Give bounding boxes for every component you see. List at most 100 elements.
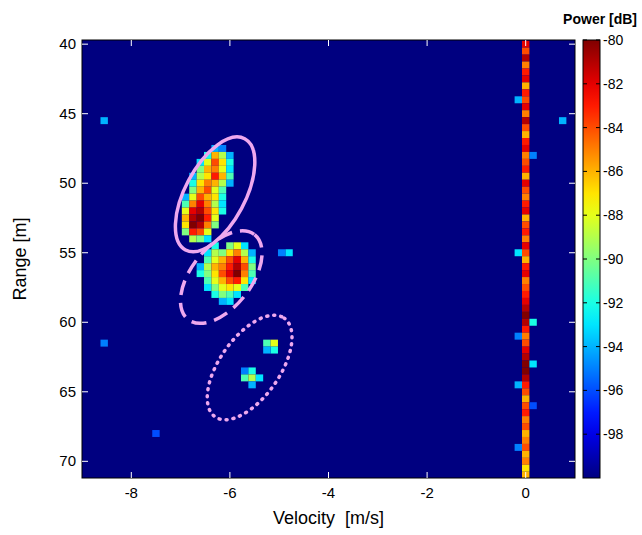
heat-cell bbox=[219, 194, 226, 201]
heat-cell bbox=[522, 62, 529, 69]
y-tick-label: 60 bbox=[59, 313, 76, 330]
heat-cell bbox=[197, 180, 204, 187]
heat-cell bbox=[529, 402, 536, 409]
y-tick bbox=[82, 252, 88, 253]
heat-cell bbox=[211, 152, 218, 159]
colorbar-title: Power [dB] bbox=[563, 11, 637, 27]
heat-cell bbox=[204, 215, 211, 222]
heat-cell bbox=[211, 256, 218, 263]
heat-cell bbox=[197, 235, 204, 242]
heat-cell bbox=[219, 145, 226, 152]
heat-cell bbox=[256, 374, 263, 381]
heat-cell bbox=[100, 340, 107, 347]
heat-cell bbox=[522, 180, 529, 187]
heat-cell bbox=[515, 444, 522, 451]
colorbar-tick-label: -84 bbox=[603, 120, 623, 136]
heat-cell bbox=[522, 423, 529, 430]
y-tick-label: 45 bbox=[59, 105, 76, 122]
heat-cell bbox=[515, 333, 522, 340]
heat-cell bbox=[522, 256, 529, 263]
heat-cell bbox=[241, 374, 248, 381]
heat-cell bbox=[189, 201, 196, 208]
heat-cell bbox=[152, 430, 159, 437]
heat-cell bbox=[204, 221, 211, 228]
heat-cell bbox=[204, 284, 211, 291]
colorbar bbox=[583, 40, 600, 478]
heat-cell bbox=[197, 221, 204, 228]
y-tick-label: 50 bbox=[59, 174, 76, 191]
heat-cell bbox=[219, 173, 226, 180]
heat-cell bbox=[522, 298, 529, 305]
heat-cell bbox=[522, 96, 529, 103]
heat-cell bbox=[182, 221, 189, 228]
heat-cell bbox=[522, 152, 529, 159]
heat-cell bbox=[226, 291, 233, 298]
x-tick bbox=[328, 472, 329, 478]
heat-cell bbox=[204, 159, 211, 166]
heat-cell bbox=[241, 256, 248, 263]
heat-cell bbox=[522, 367, 529, 374]
heat-cell bbox=[522, 131, 529, 138]
colorbar-tick-label: -96 bbox=[603, 382, 623, 398]
heat-cell bbox=[226, 159, 233, 166]
heat-cell bbox=[263, 340, 270, 347]
heat-cell bbox=[197, 201, 204, 208]
heat-cell bbox=[226, 263, 233, 270]
heat-cell bbox=[189, 221, 196, 228]
heat-cell bbox=[522, 354, 529, 361]
chart: -8-6-4-2040455055606570Velocity [m/s]Ran… bbox=[0, 0, 642, 535]
heat-cell bbox=[204, 277, 211, 284]
colorbar-tick bbox=[583, 83, 587, 84]
heat-cell bbox=[522, 110, 529, 117]
heat-cell bbox=[189, 215, 196, 222]
heat-cell bbox=[522, 221, 529, 228]
heat-cell bbox=[204, 166, 211, 173]
heat-cell bbox=[522, 194, 529, 201]
heat-cell bbox=[211, 201, 218, 208]
heat-cell bbox=[204, 228, 211, 235]
heat-cell bbox=[219, 187, 226, 194]
heat-cell bbox=[522, 75, 529, 82]
x-axis-title: Velocity [m/s] bbox=[273, 508, 384, 528]
heat-cell bbox=[515, 249, 522, 256]
colorbar-tick bbox=[596, 259, 600, 260]
y-tick-right bbox=[569, 183, 575, 184]
heat-cell bbox=[522, 55, 529, 62]
x-tick-label: -8 bbox=[125, 484, 138, 501]
heat-cell bbox=[219, 180, 226, 187]
heat-cell bbox=[522, 326, 529, 333]
heat-cell bbox=[226, 180, 233, 187]
heat-cell bbox=[182, 228, 189, 235]
heat-cell bbox=[234, 242, 241, 249]
colorbar-tick bbox=[583, 434, 587, 435]
heat-cell bbox=[211, 263, 218, 270]
heat-cell bbox=[211, 187, 218, 194]
heat-cell bbox=[522, 444, 529, 451]
heat-cell bbox=[522, 277, 529, 284]
heat-cell bbox=[285, 249, 292, 256]
heat-cell bbox=[197, 187, 204, 194]
heat-cell bbox=[559, 117, 566, 124]
heat-cell bbox=[211, 284, 218, 291]
colorbar-tick bbox=[583, 40, 587, 41]
heat-cell bbox=[189, 228, 196, 235]
y-tick-right bbox=[569, 252, 575, 253]
ellipse-annotation bbox=[159, 125, 271, 264]
heat-cell bbox=[204, 194, 211, 201]
x-tick-label: -2 bbox=[420, 484, 433, 501]
heat-cell bbox=[226, 173, 233, 180]
heat-cell bbox=[522, 82, 529, 89]
x-tick-top bbox=[427, 40, 428, 46]
colorbar-tick bbox=[596, 346, 600, 347]
heat-cell bbox=[211, 180, 218, 187]
colorbar-tick-label: -94 bbox=[603, 339, 623, 355]
heat-cell bbox=[522, 242, 529, 249]
heat-cell bbox=[522, 284, 529, 291]
colorbar-tick bbox=[596, 83, 600, 84]
colorbar-tick bbox=[596, 127, 600, 128]
heat-cell bbox=[204, 256, 211, 263]
heat-cell bbox=[522, 416, 529, 423]
heat-cell bbox=[226, 298, 233, 305]
heat-cell bbox=[211, 173, 218, 180]
heat-cell bbox=[522, 319, 529, 326]
